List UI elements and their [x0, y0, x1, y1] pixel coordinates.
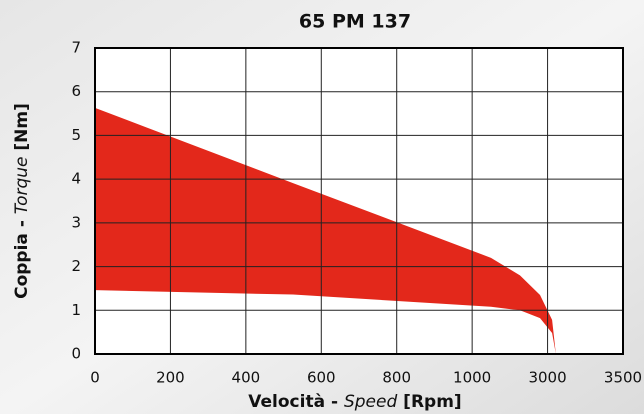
x-label-part: [Rpm]	[397, 392, 461, 412]
x-axis-label: Velocità - Speed [Rpm]	[248, 392, 461, 412]
x-label-part: Speed	[344, 392, 398, 412]
x-label-part: Velocità -	[248, 392, 344, 412]
y-label-part: Torque	[12, 157, 32, 215]
y-tick-label: 4	[71, 170, 81, 188]
x-tick-label: 200	[156, 369, 185, 387]
x-tick-label: 800	[382, 369, 411, 387]
y-tick-label: 2	[71, 257, 81, 275]
y-label-part: Coppia -	[12, 214, 32, 299]
x-tick-label: 1000	[453, 369, 491, 387]
plot-border	[94, 47, 624, 355]
torque-band	[95, 107, 556, 354]
y-tick-label: 6	[71, 82, 81, 100]
y-axis-label: Coppia - Torque [Nm]	[12, 103, 32, 299]
y-tick-label: 5	[71, 126, 81, 144]
chart-title: 65 PM 137	[299, 11, 411, 33]
x-tick-label: 600	[307, 369, 336, 387]
x-tick-label: 3000	[528, 369, 566, 387]
y-tick-label: 1	[71, 301, 81, 319]
x-tick-label: 0	[90, 369, 100, 387]
y-tick-label: 7	[71, 39, 81, 57]
y-label-part: [Nm]	[12, 103, 32, 156]
y-tick-label: 0	[71, 345, 81, 363]
x-tick-label: 400	[232, 369, 261, 387]
y-tick-label: 3	[71, 213, 81, 231]
x-tick-label: 3500	[604, 369, 642, 387]
